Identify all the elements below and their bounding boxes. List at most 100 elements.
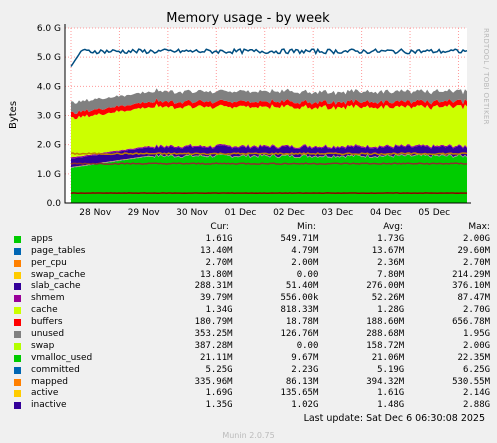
legend-series-name: per_cpu [31,257,67,268]
legend-cur-value: 180.79M [194,317,233,328]
legend-min-value: 818.33M [280,305,319,316]
legend-max-value: 530.55M [452,376,491,387]
legend-avg-value: 13.67M [371,245,405,256]
legend-avg-value: 7.80M [377,269,405,280]
legend-header: Cur: Min: Avg: Max: [10,222,490,234]
legend-max-value: 2.00G [462,233,491,244]
legend-row-shmem: shmem 39.79M 556.00k 52.26M 87.47M [10,293,490,305]
legend-series-name: active [31,388,59,399]
legend-row-vmalloc_used: vmalloc_used 21.11M 9.67M 21.06M 22.35M [10,353,490,365]
legend-avg-value: 2.36M [377,257,405,268]
area-cache [71,103,467,158]
line-committed [70,47,468,67]
legend-avg-value: 158.72M [366,340,405,351]
area-buffers [71,98,467,120]
legend-avg-value: 1.28G [377,305,405,316]
legend-table: Cur: Min: Avg: Max: apps 1.61G 549.71M 1.73… [10,222,490,412]
legend-cur-value: 21.11M [200,352,233,363]
legend-min-value: 9.67M [291,352,319,363]
line-inactive [70,162,468,166]
legend-swatch [14,378,21,386]
x-tick-label: 02 Dec [273,208,305,218]
legend-series-name: mapped [31,376,68,387]
legend-swatch [14,271,21,279]
legend-swatch [14,247,21,255]
y-tick-label: 6.0 G [37,24,61,34]
y-tick-label: 3.0 G [37,112,61,122]
legend-swatch [14,295,21,303]
legend-max-value: 2.70G [462,305,491,316]
area-shmem [71,143,467,159]
x-tick-label: 01 Dec [225,208,257,218]
legend-cur-value: 1.61G [205,233,233,244]
legend-avg-value: 1.61G [377,388,405,399]
legend-series-name: page_tables [31,245,86,256]
area-unused [71,88,467,114]
legend-cur-value: 39.79M [200,293,233,304]
legend-avg-value: 1.73G [377,233,405,244]
y-tick-label: 5.0 G [37,53,61,63]
x-tick-label: 28 Nov [79,208,112,218]
legend-row-swap_cache: swap_cache 13.80M 0.00 7.80M 214.29M [10,270,490,282]
legend-cur-value: 2.70M [205,257,233,268]
legend-min-value: 549.71M [280,233,319,244]
legend-row-mapped: mapped 335.96M 86.13M 394.32M 530.55M [10,377,490,389]
legend-min-value: 556.00k [280,293,319,304]
memory-chart: 0.0 1.0 G 2.0 G 3.0 G 4.0 G 5.0 G 6.0 G 28 Nov 2… [0,0,497,220]
legend-row-committed: committed 5.25G 2.23G 5.19G 6.25G [10,365,490,377]
stacked-areas [71,88,467,203]
legend-max-value: 376.10M [452,281,491,292]
area-slab_cache [71,145,467,168]
area-page_tables [71,154,467,168]
legend-max-value: 29.60M [457,245,491,256]
y-tick-label: 1.0 G [37,170,61,180]
legend-swatch [14,331,21,339]
legend-row-unused: unused 353.25M 126.76M 288.68M 1.95G [10,329,490,341]
legend-series-name: unused [31,329,65,340]
legend-swatch [14,342,21,350]
legend-series-name: swap_cache [31,269,86,280]
x-tick-label: 05 Dec [418,208,450,218]
legend-avg-value: 288.68M [366,329,405,340]
legend-row-per_cpu: per_cpu 2.70M 2.00M 2.36M 2.70M [10,258,490,270]
legend-header-min: Min: [296,222,316,232]
legend-max-value: 2.70M [462,257,491,268]
y-tick-label: 4.0 G [37,82,61,92]
legend-swatch [14,307,21,315]
legend-row-page_tables: page_tables 13.40M 4.79M 13.67M 29.60M [10,246,490,258]
legend-series-name: buffers [31,317,63,328]
chart-title: Memory usage - by week [166,11,330,26]
legend-max-value: 656.78M [452,317,491,328]
legend-series-name: swap [31,340,55,351]
legend-cur-value: 387.28M [194,340,233,351]
legend-avg-value: 21.06M [371,352,405,363]
legend-max-value: 87.47M [457,293,491,304]
legend-header-avg: Avg: [383,222,403,232]
legend-swatch [14,402,21,410]
legend-series-name: cache [31,305,58,316]
legend-min-value: 0.00 [296,340,319,351]
legend-max-value: 2.88G [462,400,491,411]
legend-header-spacer [10,222,142,234]
legend-min-value: 4.79M [291,245,319,256]
legend-max-value: 22.35M [457,352,491,363]
legend-series-name: inactive [31,400,67,411]
legend-cur-value: 335.96M [194,376,233,387]
x-tick-label: 03 Dec [322,208,354,218]
legend-min-value: 0.00 [296,269,319,280]
legend-swatch [14,366,21,374]
legend-max-value: 2.14G [462,388,491,399]
legend-min-value: 2.23G [291,364,319,375]
legend-avg-value: 188.60M [366,317,405,328]
legend-header-cur: Cur: [210,222,229,232]
legend-row-apps: apps 1.61G 549.71M 1.73G 2.00G [10,234,490,246]
legend-avg-value: 5.19G [377,364,405,375]
series-lines [70,47,468,194]
legend-cur-value: 1.69G [205,388,233,399]
line-active [70,152,468,156]
legend-min-value: 135.65M [280,388,319,399]
legend-cur-value: 353.25M [194,329,233,340]
legend-min-value: 126.76M [280,329,319,340]
last-update: Last update: Sat Dec 6 06:30:08 2025 [303,413,485,424]
legend-header-max: Max: [468,222,490,232]
